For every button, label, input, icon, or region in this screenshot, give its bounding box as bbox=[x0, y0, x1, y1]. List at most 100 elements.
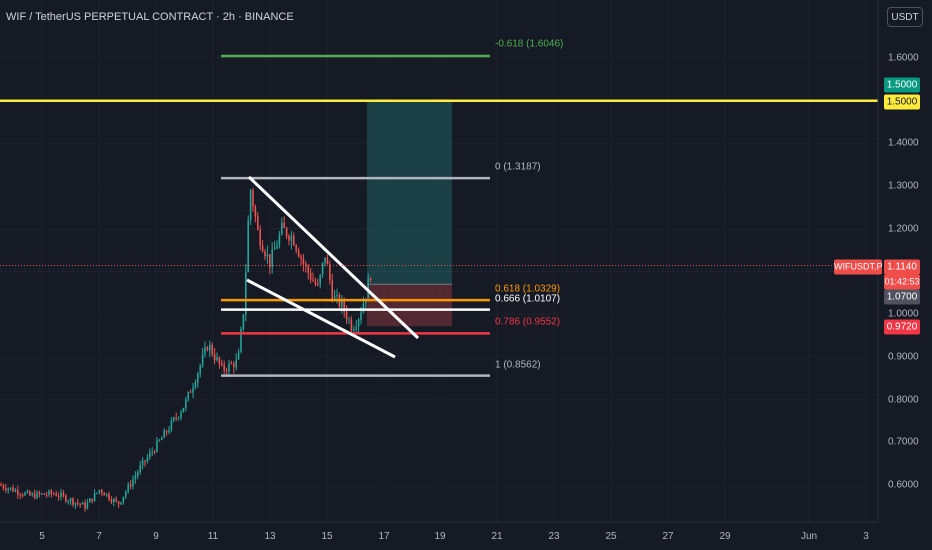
candle-body bbox=[307, 266, 309, 273]
candle-body bbox=[26, 491, 29, 493]
time-tick: 29 bbox=[719, 531, 731, 542]
loss-zone bbox=[367, 284, 452, 327]
candle-body bbox=[283, 222, 285, 228]
price-tick: 0.6000 bbox=[888, 479, 919, 491]
fib-level-label: 0.666 (1.0107) bbox=[495, 293, 561, 305]
candle-body bbox=[309, 272, 312, 280]
candle-body bbox=[235, 359, 237, 368]
countdown-tag: 01:42:53 bbox=[884, 274, 920, 290]
stop-price-tag: 0.9720 bbox=[884, 319, 920, 335]
candle-body bbox=[60, 492, 62, 497]
candle-body bbox=[319, 274, 321, 285]
fib-level-label: 0 (1.3187) bbox=[495, 161, 541, 173]
candle-body bbox=[24, 492, 26, 496]
candles bbox=[0, 187, 372, 512]
candle-body bbox=[144, 460, 146, 462]
candle-body bbox=[36, 492, 38, 499]
time-tick: 9 bbox=[153, 531, 159, 542]
price-tick: 1.3000 bbox=[888, 180, 919, 192]
target-price-tag: 1.5000 bbox=[884, 77, 920, 93]
candle-body bbox=[336, 295, 338, 297]
candle-body bbox=[79, 503, 81, 505]
candle-body bbox=[249, 190, 252, 221]
lower-trendline bbox=[246, 278, 396, 359]
candle-body bbox=[353, 329, 355, 331]
candle-body bbox=[273, 248, 276, 250]
candle-body bbox=[245, 271, 247, 315]
candle-body bbox=[223, 364, 225, 371]
candle-body bbox=[252, 190, 254, 207]
candle-body bbox=[192, 387, 194, 393]
candle-body bbox=[362, 303, 365, 313]
candle-body bbox=[89, 498, 91, 503]
candle-body bbox=[105, 493, 108, 496]
candle-body bbox=[9, 487, 12, 489]
candle-body bbox=[259, 229, 261, 246]
candle-body bbox=[199, 365, 201, 374]
candle-body bbox=[228, 363, 230, 372]
horizontal-line-price-tag: 1.5000 bbox=[884, 94, 920, 110]
candle-body bbox=[38, 492, 41, 495]
candle-body bbox=[125, 491, 127, 497]
candle-body bbox=[156, 440, 158, 452]
candle-body bbox=[305, 263, 307, 267]
candle-body bbox=[134, 475, 137, 480]
candle-body bbox=[74, 502, 77, 505]
candle-body bbox=[50, 490, 53, 494]
time-tick: 21 bbox=[491, 531, 503, 542]
candle-body bbox=[137, 472, 139, 476]
candle-body bbox=[276, 245, 278, 249]
candle-body bbox=[312, 279, 314, 281]
candle-body bbox=[103, 492, 105, 496]
fib-level-label: 1 (0.8562) bbox=[495, 359, 541, 371]
symbol-title[interactable]: WIF / TetherUS PERPETUAL CONTRACT · 2h ·… bbox=[6, 11, 294, 23]
candle-body bbox=[72, 498, 74, 505]
candle-body bbox=[77, 502, 79, 504]
candle-body bbox=[149, 452, 151, 458]
candle-body bbox=[98, 490, 101, 493]
candle-body bbox=[345, 311, 348, 320]
candle-body bbox=[153, 451, 156, 453]
candle-body bbox=[254, 206, 257, 217]
candle-body bbox=[93, 493, 96, 502]
candle-body bbox=[187, 391, 189, 400]
candle-body bbox=[55, 493, 57, 496]
candle-body bbox=[115, 499, 117, 502]
candle-body bbox=[108, 493, 110, 500]
candle-body bbox=[122, 496, 125, 503]
candle-body bbox=[127, 484, 129, 492]
candle-body bbox=[290, 235, 293, 241]
candle-body bbox=[266, 254, 269, 257]
price-tick: 1.4000 bbox=[888, 137, 919, 149]
candle-body bbox=[2, 485, 5, 489]
candle-body bbox=[84, 502, 86, 509]
candle-body bbox=[86, 502, 89, 509]
currency-button[interactable]: USDT bbox=[887, 7, 923, 27]
time-tick: 15 bbox=[321, 531, 333, 542]
candle-body bbox=[300, 256, 302, 259]
upper-trendline bbox=[247, 175, 420, 340]
candle-body bbox=[201, 354, 204, 366]
candle-body bbox=[288, 236, 290, 241]
candle-body bbox=[182, 407, 185, 413]
candle-body bbox=[350, 319, 353, 331]
fib-retracement[interactable] bbox=[221, 54, 490, 377]
candle-body bbox=[81, 502, 84, 505]
candle-body bbox=[67, 501, 69, 503]
price-tick: 1.6000 bbox=[888, 52, 919, 64]
candle-body bbox=[175, 417, 177, 419]
fib-level-label: 0.618 (1.0329) bbox=[495, 283, 561, 295]
candle-body bbox=[57, 495, 60, 497]
candle-body bbox=[12, 487, 14, 492]
candle-body bbox=[321, 262, 324, 275]
candle-body bbox=[341, 300, 343, 307]
candle-body bbox=[230, 363, 233, 365]
candle-body bbox=[331, 280, 333, 300]
candle-body bbox=[101, 490, 103, 493]
candle-body bbox=[170, 420, 173, 431]
candle-body bbox=[357, 319, 360, 328]
long-position-tool[interactable] bbox=[367, 100, 452, 327]
candle-body bbox=[29, 491, 31, 496]
drawings[interactable] bbox=[0, 99, 878, 359]
